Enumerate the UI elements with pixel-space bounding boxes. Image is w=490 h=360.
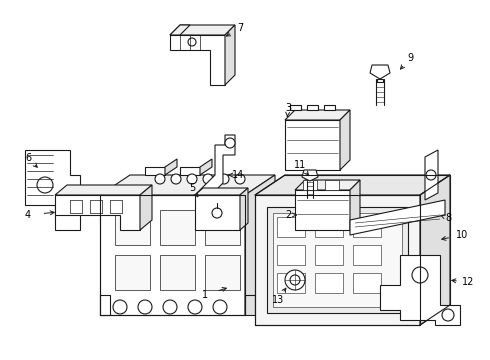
Circle shape bbox=[219, 174, 229, 184]
Polygon shape bbox=[225, 25, 235, 85]
Polygon shape bbox=[25, 150, 80, 230]
Circle shape bbox=[163, 300, 177, 314]
Text: 14: 14 bbox=[232, 170, 244, 180]
Circle shape bbox=[225, 138, 235, 148]
Bar bbox=[277, 273, 305, 293]
Bar bbox=[100, 295, 110, 315]
Polygon shape bbox=[295, 190, 350, 230]
Bar bbox=[277, 245, 305, 265]
Circle shape bbox=[426, 170, 436, 180]
Circle shape bbox=[171, 174, 181, 184]
Bar bbox=[325, 180, 339, 190]
Circle shape bbox=[290, 275, 300, 285]
Polygon shape bbox=[267, 207, 408, 313]
Circle shape bbox=[155, 174, 165, 184]
Polygon shape bbox=[100, 195, 245, 315]
Polygon shape bbox=[255, 175, 450, 195]
Text: 2: 2 bbox=[285, 210, 291, 220]
Bar bbox=[205, 210, 240, 245]
Circle shape bbox=[442, 309, 454, 321]
Text: 3: 3 bbox=[285, 103, 291, 113]
Text: 7: 7 bbox=[237, 23, 243, 33]
Polygon shape bbox=[55, 195, 140, 230]
Text: 13: 13 bbox=[272, 295, 284, 305]
Circle shape bbox=[113, 300, 127, 314]
Text: 11: 11 bbox=[294, 160, 306, 170]
Bar bbox=[315, 273, 343, 293]
Text: 6: 6 bbox=[25, 153, 31, 163]
Polygon shape bbox=[145, 167, 165, 175]
Polygon shape bbox=[240, 188, 248, 230]
Bar bbox=[160, 255, 195, 290]
Bar bbox=[115, 210, 150, 245]
Text: 10: 10 bbox=[456, 230, 468, 240]
Bar bbox=[277, 217, 305, 237]
Circle shape bbox=[212, 208, 222, 218]
Polygon shape bbox=[324, 105, 335, 110]
Polygon shape bbox=[370, 65, 390, 79]
Polygon shape bbox=[307, 105, 318, 110]
Polygon shape bbox=[380, 255, 460, 325]
Circle shape bbox=[412, 267, 428, 283]
Polygon shape bbox=[340, 110, 350, 170]
Text: 12: 12 bbox=[462, 277, 474, 287]
Bar bbox=[315, 217, 343, 237]
Bar bbox=[353, 273, 381, 293]
Polygon shape bbox=[285, 120, 340, 170]
Bar bbox=[273, 213, 402, 307]
Polygon shape bbox=[195, 135, 235, 203]
Bar bbox=[303, 180, 317, 190]
Polygon shape bbox=[290, 105, 301, 110]
Circle shape bbox=[188, 38, 196, 46]
Polygon shape bbox=[350, 180, 360, 230]
Circle shape bbox=[203, 174, 213, 184]
Polygon shape bbox=[180, 167, 200, 175]
Text: 1: 1 bbox=[202, 290, 208, 300]
Bar bbox=[160, 210, 195, 245]
Circle shape bbox=[213, 300, 227, 314]
Polygon shape bbox=[195, 195, 240, 230]
Polygon shape bbox=[285, 110, 350, 120]
Polygon shape bbox=[255, 195, 420, 325]
Circle shape bbox=[187, 174, 197, 184]
Polygon shape bbox=[170, 25, 235, 35]
Polygon shape bbox=[200, 159, 212, 175]
Polygon shape bbox=[295, 180, 360, 190]
Polygon shape bbox=[350, 200, 445, 235]
Bar bbox=[205, 255, 240, 290]
Polygon shape bbox=[425, 150, 438, 200]
Bar bbox=[353, 245, 381, 265]
Circle shape bbox=[138, 300, 152, 314]
Bar bbox=[353, 217, 381, 237]
Bar bbox=[115, 255, 150, 290]
Polygon shape bbox=[170, 25, 190, 35]
Polygon shape bbox=[170, 35, 225, 85]
Circle shape bbox=[188, 300, 202, 314]
Polygon shape bbox=[195, 188, 248, 195]
Circle shape bbox=[235, 174, 245, 184]
Text: 9: 9 bbox=[407, 53, 413, 63]
Polygon shape bbox=[302, 170, 318, 181]
Circle shape bbox=[37, 177, 53, 193]
Circle shape bbox=[285, 270, 305, 290]
Bar bbox=[315, 245, 343, 265]
Text: 5: 5 bbox=[189, 183, 195, 193]
Polygon shape bbox=[245, 175, 275, 315]
Polygon shape bbox=[100, 175, 275, 195]
Text: 4: 4 bbox=[25, 210, 31, 220]
Text: 8: 8 bbox=[445, 213, 451, 223]
Polygon shape bbox=[140, 185, 152, 230]
Polygon shape bbox=[55, 185, 152, 195]
Polygon shape bbox=[165, 159, 177, 175]
Bar bbox=[245, 295, 255, 315]
Bar bbox=[377, 79, 383, 82]
Polygon shape bbox=[420, 175, 450, 325]
